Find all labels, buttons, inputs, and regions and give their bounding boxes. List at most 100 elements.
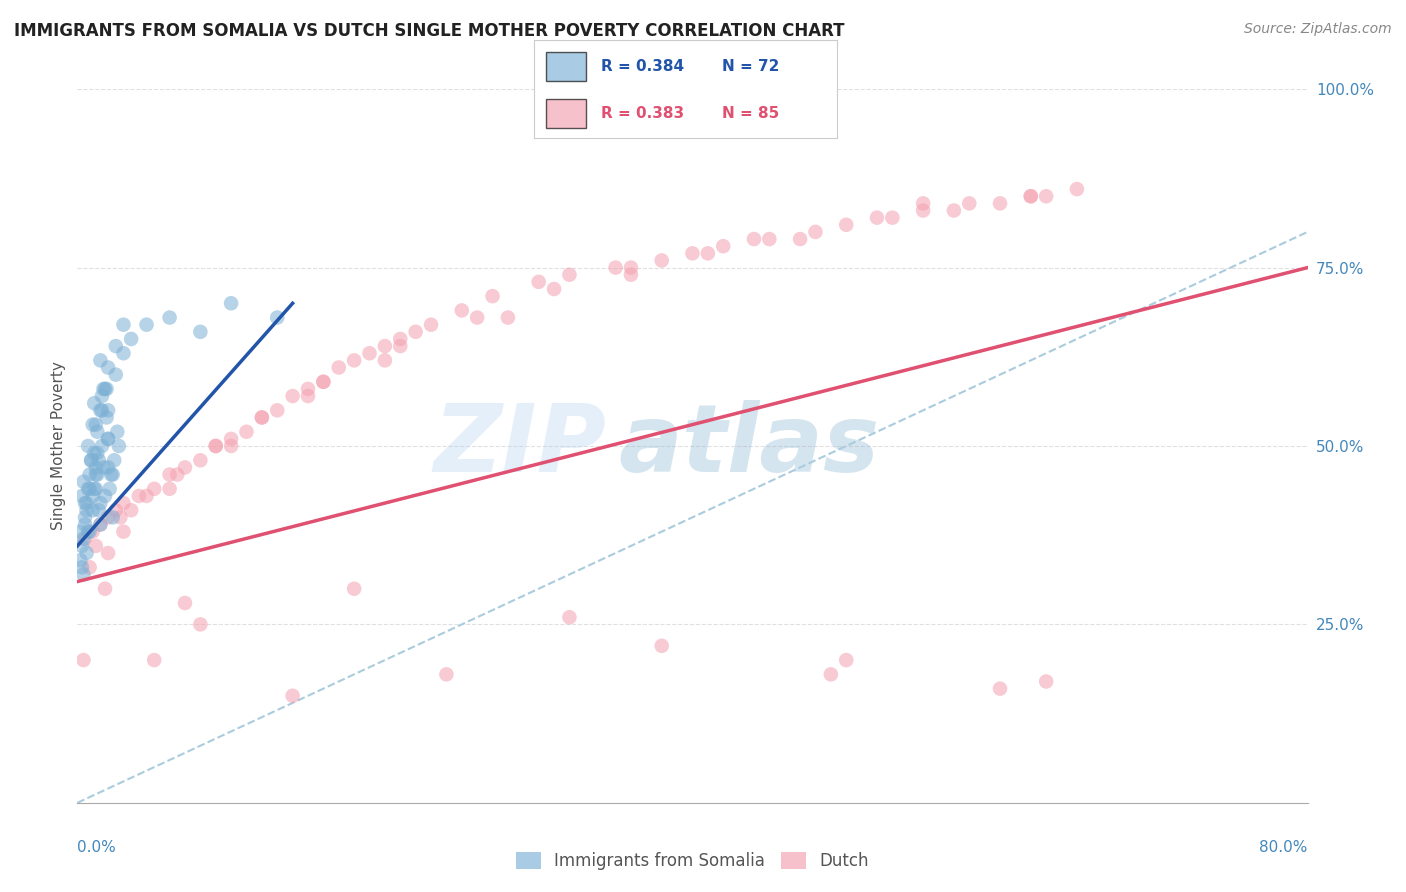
Point (97, 460, 120, 475)
Point (835, 218, 858, 232)
Point (120, 332, 142, 346)
Point (101, 467, 124, 482)
Y-axis label: Single Mother Poverty: Single Mother Poverty (51, 361, 66, 531)
Text: 0.0%: 0.0% (77, 839, 117, 855)
Point (128, 489, 150, 503)
Point (436, 667, 458, 681)
Point (84, 467, 107, 482)
Point (100, 467, 122, 482)
Text: N = 72: N = 72 (721, 59, 779, 74)
Point (143, 653, 166, 667)
Point (481, 289, 503, 303)
Point (86, 446, 108, 460)
Point (742, 232, 765, 246)
Point (957, 196, 980, 211)
Point (297, 389, 319, 403)
Point (389, 339, 412, 353)
Point (120, 503, 142, 517)
Point (73, 517, 96, 532)
Point (682, 246, 704, 260)
Point (72, 567, 94, 582)
Point (90, 403, 114, 417)
Point (159, 310, 181, 325)
Point (620, 260, 643, 275)
Point (89, 353, 111, 368)
Point (104, 368, 127, 382)
Point (86, 425, 108, 439)
Text: ZIP: ZIP (433, 400, 606, 492)
Point (97, 403, 120, 417)
Point (73, 496, 96, 510)
Point (174, 596, 197, 610)
Point (93, 460, 115, 475)
Point (250, 410, 273, 425)
Point (465, 310, 488, 325)
Point (97, 432, 120, 446)
Point (104, 339, 127, 353)
Point (1066, 182, 1088, 196)
Point (101, 510, 124, 524)
Point (281, 689, 304, 703)
Point (988, 196, 1011, 211)
Point (73, 510, 96, 524)
Point (103, 453, 125, 467)
Point (94, 489, 117, 503)
Point (72, 475, 94, 489)
Point (942, 203, 965, 218)
Legend: Immigrants from Somalia, Dutch: Immigrants from Somalia, Dutch (509, 845, 876, 877)
Point (69, 553, 91, 567)
Point (112, 346, 135, 360)
Point (143, 482, 166, 496)
Point (204, 439, 226, 453)
Point (866, 211, 889, 225)
Point (188, 325, 212, 339)
Point (266, 403, 288, 417)
Point (1019, 189, 1042, 203)
Point (97, 510, 120, 524)
Point (374, 353, 396, 368)
Point (174, 460, 197, 475)
Point (558, 610, 581, 624)
Point (82, 503, 104, 517)
Point (89, 496, 111, 510)
Point (84, 460, 107, 475)
Text: Source: ZipAtlas.com: Source: ZipAtlas.com (1244, 22, 1392, 37)
Point (312, 375, 335, 389)
Point (496, 310, 519, 325)
Text: 80.0%: 80.0% (1260, 839, 1308, 855)
Point (543, 282, 565, 296)
Point (96, 410, 118, 425)
Point (711, 239, 734, 253)
Point (405, 325, 427, 339)
Point (79, 560, 101, 574)
Point (1035, 189, 1057, 203)
Point (84, 482, 107, 496)
Point (70, 560, 93, 574)
Point (159, 482, 181, 496)
Point (80, 453, 103, 467)
Point (90, 439, 114, 453)
Point (1019, 189, 1042, 203)
Point (912, 203, 935, 218)
Point (105, 425, 128, 439)
Point (86, 467, 108, 482)
Point (250, 410, 273, 425)
Point (219, 439, 242, 453)
Point (69, 524, 91, 539)
Point (112, 318, 135, 332)
Point (135, 489, 157, 503)
FancyBboxPatch shape (547, 99, 586, 128)
Point (77, 482, 100, 496)
Point (104, 503, 127, 517)
Point (988, 681, 1011, 696)
Point (97, 546, 120, 560)
Point (76, 546, 98, 560)
Point (82, 524, 104, 539)
Point (89, 517, 111, 532)
Point (820, 667, 842, 681)
Point (77, 524, 100, 539)
Point (82, 489, 104, 503)
Point (83, 446, 105, 460)
Point (605, 260, 627, 275)
Point (89, 517, 111, 532)
